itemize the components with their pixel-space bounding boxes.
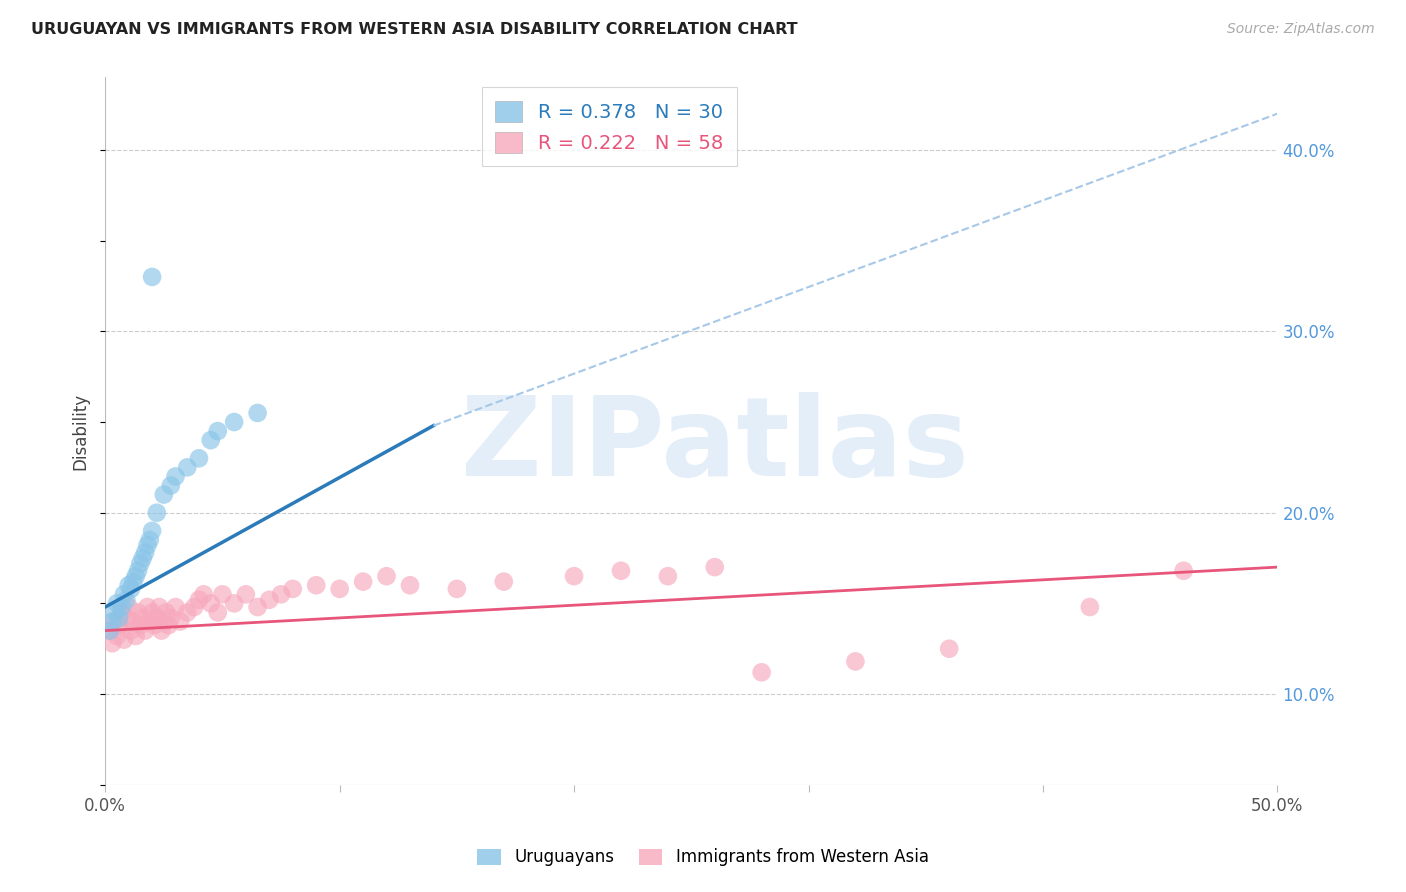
Point xyxy=(105,596,128,610)
Point xyxy=(446,582,468,596)
Point xyxy=(125,629,148,643)
Point xyxy=(127,606,149,620)
Point xyxy=(183,600,205,615)
Point xyxy=(200,596,222,610)
Point xyxy=(122,574,145,589)
Point xyxy=(281,582,304,596)
Point xyxy=(120,582,142,596)
Point xyxy=(150,624,173,638)
Point xyxy=(112,632,135,647)
Point xyxy=(224,415,246,429)
Point xyxy=(98,624,121,638)
Point xyxy=(844,655,866,669)
Point xyxy=(176,460,198,475)
Point xyxy=(352,574,374,589)
Point xyxy=(399,578,422,592)
Point xyxy=(148,600,170,615)
Point xyxy=(165,600,187,615)
Point xyxy=(111,606,134,620)
Point xyxy=(141,606,163,620)
Point xyxy=(101,636,124,650)
Point xyxy=(492,574,515,589)
Point xyxy=(104,606,127,620)
Point xyxy=(176,606,198,620)
Point xyxy=(120,624,142,638)
Point xyxy=(141,269,163,284)
Point xyxy=(118,578,141,592)
Point xyxy=(104,615,127,629)
Point xyxy=(129,618,152,632)
Point xyxy=(1078,600,1101,615)
Point xyxy=(375,569,398,583)
Point xyxy=(165,469,187,483)
Point xyxy=(305,578,328,592)
Point xyxy=(703,560,725,574)
Point xyxy=(207,424,229,438)
Point xyxy=(153,615,176,629)
Point xyxy=(246,600,269,615)
Point xyxy=(122,615,145,629)
Point xyxy=(657,569,679,583)
Point xyxy=(139,615,162,629)
Point xyxy=(610,564,633,578)
Point xyxy=(98,624,121,638)
Point xyxy=(101,615,124,629)
Point xyxy=(211,587,233,601)
Point xyxy=(259,592,281,607)
Point xyxy=(139,533,162,547)
Point xyxy=(270,587,292,601)
Point xyxy=(246,406,269,420)
Point xyxy=(129,557,152,571)
Point xyxy=(134,546,156,560)
Point xyxy=(200,433,222,447)
Point xyxy=(153,487,176,501)
Point xyxy=(160,611,183,625)
Point xyxy=(188,592,211,607)
Point xyxy=(108,611,131,625)
Legend: Uruguayans, Immigrants from Western Asia: Uruguayans, Immigrants from Western Asia xyxy=(470,840,936,875)
Point xyxy=(141,524,163,538)
Point xyxy=(188,451,211,466)
Point xyxy=(112,587,135,601)
Point xyxy=(751,665,773,680)
Point xyxy=(224,596,246,610)
Point xyxy=(136,600,159,615)
Point xyxy=(132,551,155,566)
Legend: R = 0.378   N = 30, R = 0.222   N = 58: R = 0.378 N = 30, R = 0.222 N = 58 xyxy=(482,87,737,167)
Point xyxy=(108,618,131,632)
Point xyxy=(105,629,128,643)
Point xyxy=(125,569,148,583)
Point xyxy=(207,606,229,620)
Point xyxy=(146,611,169,625)
Point xyxy=(127,564,149,578)
Point xyxy=(155,606,177,620)
Point xyxy=(157,618,180,632)
Point xyxy=(329,582,352,596)
Point xyxy=(111,600,134,615)
Point xyxy=(1173,564,1195,578)
Point xyxy=(136,538,159,552)
Point xyxy=(235,587,257,601)
Point xyxy=(146,506,169,520)
Y-axis label: Disability: Disability xyxy=(72,392,89,470)
Point xyxy=(938,641,960,656)
Text: ZIPatlas: ZIPatlas xyxy=(461,392,969,499)
Text: URUGUAYAN VS IMMIGRANTS FROM WESTERN ASIA DISABILITY CORRELATION CHART: URUGUAYAN VS IMMIGRANTS FROM WESTERN ASI… xyxy=(31,22,797,37)
Point xyxy=(115,592,138,607)
Point xyxy=(169,615,191,629)
Point xyxy=(134,624,156,638)
Point xyxy=(160,478,183,492)
Text: Source: ZipAtlas.com: Source: ZipAtlas.com xyxy=(1227,22,1375,37)
Point xyxy=(132,611,155,625)
Point xyxy=(143,618,166,632)
Point xyxy=(118,600,141,615)
Point xyxy=(562,569,585,583)
Point xyxy=(193,587,215,601)
Point xyxy=(115,611,138,625)
